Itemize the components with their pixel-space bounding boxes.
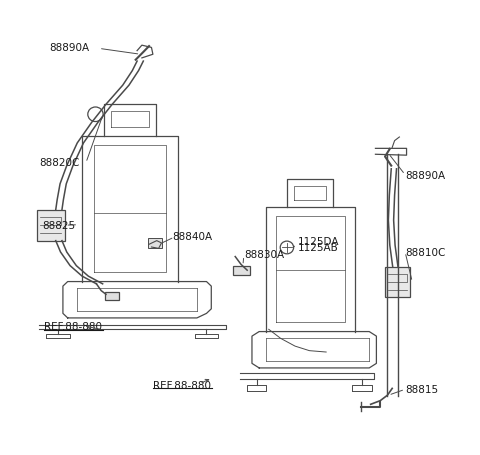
FancyBboxPatch shape — [105, 293, 120, 300]
Text: 1125DA: 1125DA — [298, 236, 339, 246]
FancyBboxPatch shape — [148, 239, 161, 249]
FancyBboxPatch shape — [233, 266, 250, 275]
Text: 88830A: 88830A — [244, 250, 284, 260]
Text: 88810C: 88810C — [405, 248, 445, 258]
Text: REF.88-880: REF.88-880 — [44, 321, 102, 331]
Text: 88820C: 88820C — [39, 158, 80, 168]
Text: 1125AB: 1125AB — [298, 243, 338, 253]
Text: REF.88-880: REF.88-880 — [153, 380, 211, 390]
Text: 88890A: 88890A — [405, 170, 445, 180]
FancyBboxPatch shape — [385, 267, 410, 298]
FancyBboxPatch shape — [36, 210, 65, 241]
Text: 88840A: 88840A — [172, 232, 212, 242]
Text: 88815: 88815 — [405, 384, 438, 394]
Text: 88890A: 88890A — [49, 43, 89, 53]
Text: 88825: 88825 — [42, 220, 75, 230]
